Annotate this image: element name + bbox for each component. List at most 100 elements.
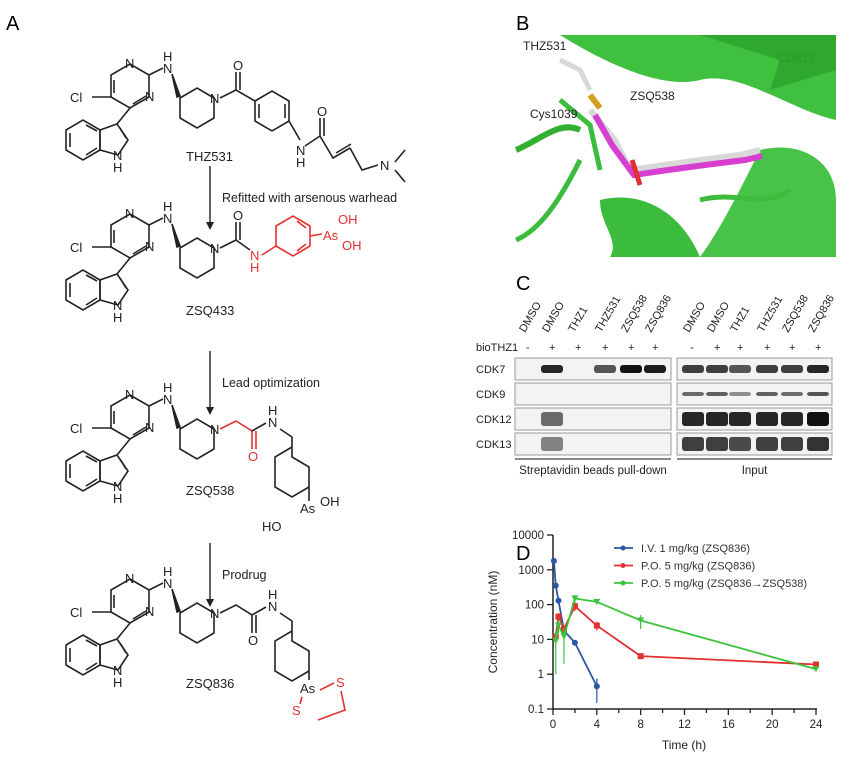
x-tick-label: 12 (678, 719, 691, 731)
atom-label: O (233, 58, 243, 73)
data-point (552, 637, 560, 644)
arrowhead-icon (206, 599, 214, 607)
data-point (554, 622, 562, 629)
legend-marker (620, 563, 626, 568)
panel-label-c: C (516, 273, 530, 295)
group-label: Streptavidin beads pull-down (519, 465, 667, 477)
x-tick-label: 8 (637, 719, 643, 731)
atom-label: O (248, 449, 258, 464)
data-point (813, 661, 819, 668)
atom-label: H (113, 160, 122, 175)
protein-band (756, 392, 778, 396)
label-zsq538: ZSQ538 (630, 89, 675, 103)
biothz1-sign: + (575, 342, 581, 354)
atom-label: N (145, 239, 154, 254)
bond (274, 428, 310, 501)
atom-label: H (163, 199, 172, 214)
protein-band (541, 365, 563, 373)
atom-label: H (163, 49, 172, 64)
arrowhead-icon (206, 407, 214, 415)
y-tick-label: 10000 (512, 530, 544, 542)
reaction-step-label: Lead optimization (222, 376, 320, 390)
reaction-step-label: Refitted with arsenous warhead (222, 191, 397, 205)
bond (219, 72, 406, 183)
biothz1-sign: + (815, 342, 821, 354)
protein-band (706, 412, 728, 426)
panel-label-b: B (516, 13, 529, 35)
protein-band (807, 437, 829, 451)
lane-label: DMSO (681, 300, 708, 335)
western-blot: DMSO-DMSO-DMSO+DMSO+THZ1+THZ1+THZ531+THZ… (476, 293, 837, 477)
protein-band (807, 365, 829, 373)
panel-label-a: A (6, 13, 20, 35)
bond (219, 420, 257, 449)
atom-label: N (125, 387, 134, 402)
core-scaffold (65, 578, 215, 676)
blot-strip (514, 382, 672, 406)
atom-label: N (125, 206, 134, 221)
bond (219, 604, 310, 682)
biothz1-sign: + (652, 342, 658, 354)
atom-label: N (268, 599, 277, 614)
protein-band (781, 365, 803, 373)
legend-entry: P.O. 5 mg/kg (ZSQ836→ZSQ538) (641, 578, 807, 590)
bond (251, 422, 267, 432)
y-tick-label: 1 (538, 669, 544, 681)
protein-band (682, 412, 704, 426)
core-scaffold (65, 63, 215, 161)
x-tick-label: 16 (722, 719, 735, 731)
protein-band (682, 392, 704, 396)
bond (261, 215, 323, 257)
protein-band (644, 365, 666, 373)
protein-band (729, 412, 751, 426)
protein-band (756, 437, 778, 451)
legend-entry: I.V. 1 mg/kg (ZSQ836) (641, 543, 750, 555)
atom-label: N (296, 143, 305, 158)
atom-label: As (300, 681, 316, 696)
blot-strip (676, 357, 833, 381)
atom-label: As (323, 228, 339, 243)
data-point (571, 595, 579, 602)
atom-label: Cl (70, 90, 82, 105)
atom-label: N (125, 56, 134, 71)
atom-label: N (210, 241, 219, 256)
data-point (593, 683, 600, 690)
x-axis-label: Time (h) (662, 738, 706, 752)
data-point (555, 613, 562, 620)
data-point (550, 557, 557, 564)
data-point (593, 598, 601, 605)
legend-marker (620, 580, 626, 586)
lane-label: DMSO (540, 300, 567, 335)
data-point (637, 653, 644, 660)
protein-band (807, 412, 829, 426)
compound-name: ZSQ538 (186, 483, 234, 498)
atom-label: N (210, 422, 219, 437)
blot-strip (514, 432, 672, 456)
x-tick-label: 20 (766, 719, 779, 731)
blot-strip (514, 357, 672, 381)
atom-label: HO (262, 519, 282, 534)
protein-band (756, 365, 778, 373)
data-point (560, 633, 568, 640)
data-point (552, 582, 559, 589)
blot-strip (676, 382, 833, 406)
atom-label: N (113, 479, 122, 494)
protein-band (807, 392, 829, 396)
atom-label: N (163, 61, 172, 76)
atom-label: Cl (70, 421, 82, 436)
biothz1-sign: + (764, 342, 770, 354)
protein-band (781, 412, 803, 426)
protein-row-label: CDK13 (476, 439, 511, 451)
atom-label: N (113, 663, 122, 678)
lane-label: THZ1 (728, 305, 752, 335)
x-tick-label: 0 (550, 719, 556, 731)
protein-band (706, 437, 728, 451)
protein-band (620, 365, 642, 373)
blot-strip (514, 407, 672, 431)
reaction-step-label: Prodrug (222, 568, 267, 582)
atom-label: H (113, 491, 122, 506)
protein-band (781, 392, 803, 396)
